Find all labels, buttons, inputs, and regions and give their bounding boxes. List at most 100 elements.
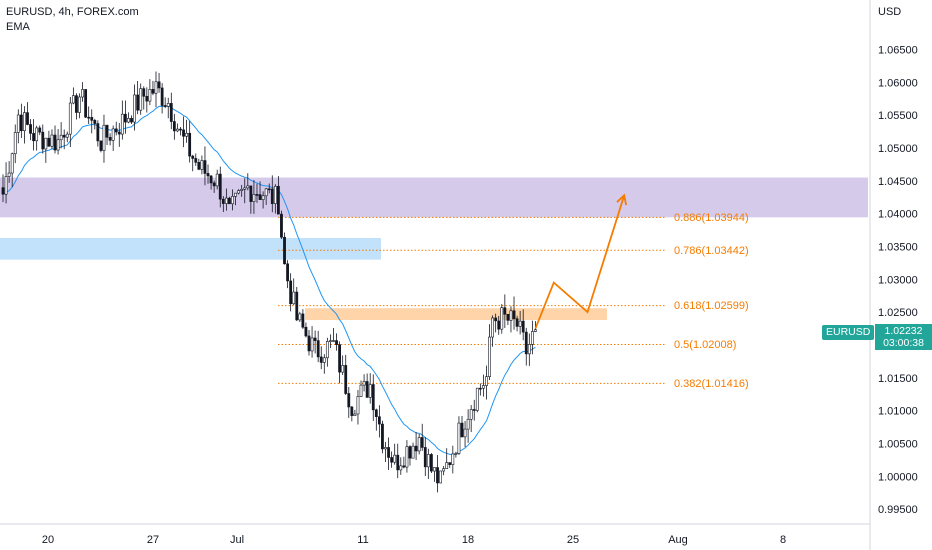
candle-body (307, 335, 311, 352)
candle-body (387, 447, 390, 458)
arrow-head (616, 193, 628, 206)
candle-body (338, 344, 342, 373)
candle-body (65, 133, 69, 138)
candle-body (157, 81, 161, 89)
candle-body (332, 340, 335, 342)
zones-layer (0, 177, 868, 321)
candle-body (179, 128, 182, 131)
candle-body (124, 113, 127, 123)
candle-body (445, 462, 449, 469)
candles-layer (1, 71, 537, 493)
candle-body (78, 96, 81, 113)
candle-body (228, 197, 231, 205)
x-tick-label: 18 (462, 534, 474, 546)
candle-body (482, 385, 485, 389)
candle-body (249, 185, 253, 202)
candle-body (10, 153, 14, 174)
candle-body (466, 418, 470, 430)
candle-body (81, 89, 84, 98)
candle-body (289, 280, 293, 305)
candle-body (521, 320, 525, 333)
candle-body (84, 89, 88, 118)
candle-body (224, 197, 228, 204)
candle-body (377, 416, 381, 425)
candle-body (341, 365, 345, 373)
candle-body (231, 196, 234, 205)
candle-body (356, 396, 360, 415)
fib-retracement[interactable]: 0.886(1.03944) 0.786(1.03442) 0.618(1.0259… (278, 212, 749, 390)
candle-body (47, 137, 51, 147)
candle-body (261, 195, 265, 200)
candle-body (457, 422, 461, 454)
candle-body (243, 187, 247, 190)
candle-body (203, 160, 207, 174)
indicator-label: EMA (6, 21, 30, 33)
candle-body (191, 155, 195, 159)
candle-body (469, 409, 473, 420)
projection-arrow[interactable] (534, 193, 628, 329)
candle-body (460, 422, 464, 438)
candle-body (172, 121, 176, 132)
zone-resistance (0, 177, 868, 218)
candle-body (411, 445, 415, 459)
zone-fib-zone (305, 308, 607, 321)
candle-body (105, 124, 109, 138)
candle-body (240, 189, 244, 191)
candle-body (182, 129, 185, 137)
candle-body (185, 132, 189, 137)
x-tick-label: 27 (147, 534, 159, 546)
x-tick-label: 20 (42, 534, 54, 546)
candle-body (267, 188, 271, 191)
candle-body (166, 103, 170, 107)
candle-body (350, 406, 354, 416)
candle-body (451, 453, 455, 465)
y-tick-label: 0.99500 (878, 504, 918, 516)
candle-body (353, 413, 357, 416)
candle-body (426, 454, 430, 468)
candle-body (114, 128, 118, 133)
bar-countdown: 03:00:38 (883, 337, 924, 349)
candle-body (436, 467, 439, 484)
candle-body (429, 454, 433, 472)
candle-body (218, 173, 222, 200)
last-price-tag: 1.02232 03:00:38 (875, 324, 932, 350)
candle-body (93, 120, 97, 124)
candle-body (454, 453, 458, 455)
y-tick-label: 1.02500 (878, 307, 918, 319)
time-axis[interactable]: 20 27 Jul 11 18 25 Aug 8 (42, 534, 786, 546)
candle-body (221, 198, 225, 204)
candle-body (197, 162, 201, 170)
y-tick-label: 1.04000 (878, 209, 918, 221)
candle-body (313, 337, 317, 341)
fib-level-label: 0.5(1.02008) (674, 339, 736, 351)
y-tick-label: 1.00000 (878, 471, 918, 483)
candle-body (234, 192, 237, 197)
candle-body (402, 465, 406, 468)
candle-body (527, 344, 531, 355)
candle-body (44, 137, 48, 150)
candle-body (26, 112, 29, 125)
candle-body (335, 340, 338, 345)
candle-body (206, 173, 210, 177)
candle-body (475, 387, 479, 411)
fib-level-label: 0.618(1.02599) (674, 300, 749, 312)
candle-body (319, 356, 323, 363)
candle-body (142, 88, 146, 97)
y-tick-label: 1.03500 (878, 241, 918, 253)
x-tick-label: 25 (567, 534, 579, 546)
candle-body (439, 470, 442, 484)
price-axis[interactable]: USD 1.06500 1.06000 1.05500 1.05000 1.04500 1.… (878, 6, 918, 516)
candle-body (325, 341, 329, 359)
candle-body (503, 307, 507, 315)
candle-body (390, 457, 394, 463)
candle-body (405, 446, 409, 468)
candle-body (310, 337, 314, 352)
candle-body (252, 194, 256, 202)
y-tick-label: 1.06500 (878, 45, 918, 57)
candle-body (414, 445, 418, 452)
candle-body (280, 213, 283, 238)
candle-body (117, 131, 121, 135)
candle-body (29, 124, 32, 134)
